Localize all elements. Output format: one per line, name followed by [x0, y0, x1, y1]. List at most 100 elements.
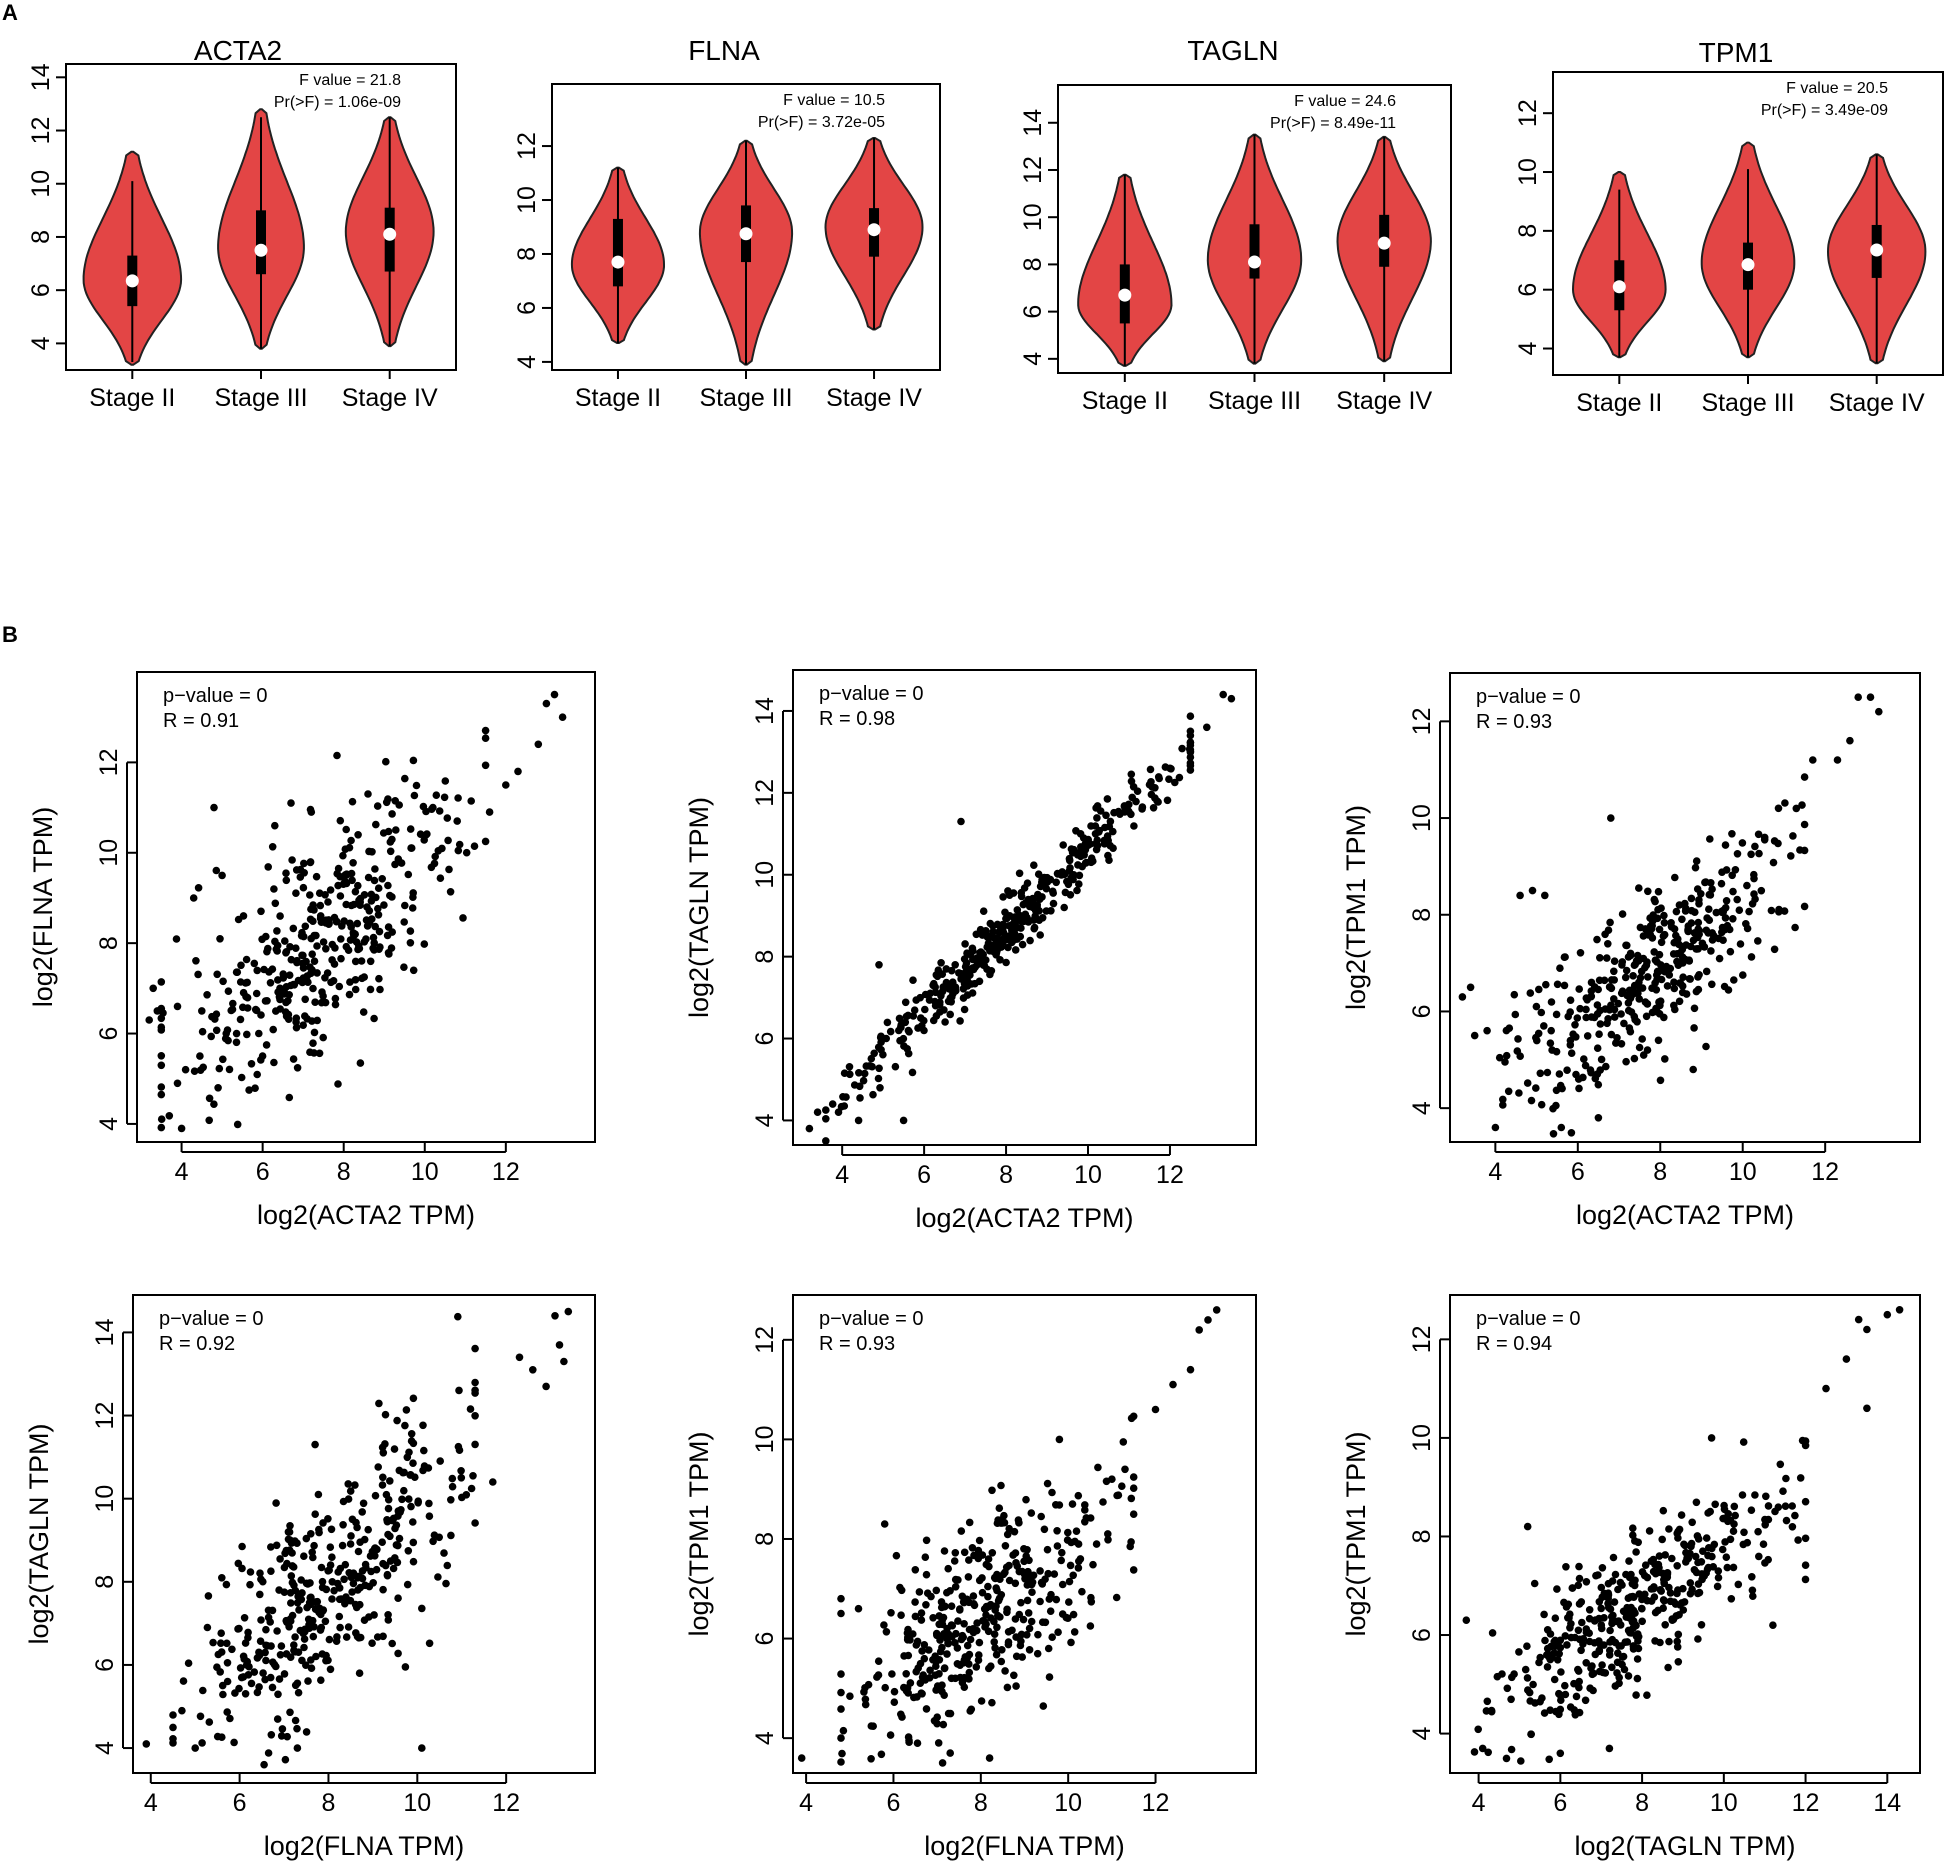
scatter-point — [1526, 1697, 1534, 1705]
scatter-point — [1654, 1606, 1662, 1615]
violin-median-dot — [611, 255, 625, 269]
scatter-point — [313, 942, 321, 950]
plot-frame — [792, 1294, 1257, 1774]
scatter-point — [311, 998, 319, 1006]
scatter-point — [1623, 1638, 1632, 1646]
scatter-point — [1561, 1632, 1570, 1640]
scatter-point — [1742, 920, 1750, 928]
y-tick-label: 12 — [27, 117, 55, 145]
scatter-point — [276, 912, 284, 920]
scatter-point — [285, 1093, 294, 1102]
scatter-point — [1630, 1054, 1639, 1063]
scatter-point — [1034, 870, 1043, 878]
scatter-point — [315, 1049, 324, 1058]
scatter-point — [1675, 997, 1684, 1006]
scatter-point — [344, 1623, 353, 1631]
scatter-point — [1036, 1597, 1044, 1606]
scatter-point — [1577, 1646, 1585, 1655]
scatter-point — [349, 859, 357, 867]
scatter-point — [890, 1687, 899, 1696]
scatter-point — [1064, 1528, 1072, 1537]
scatter-point — [1656, 1076, 1665, 1085]
scatter-point — [1127, 1494, 1136, 1503]
scatter-point — [1594, 1080, 1603, 1089]
scatter-point — [281, 1755, 290, 1764]
scatter-point — [1549, 1130, 1558, 1138]
scatter-point — [947, 1602, 956, 1610]
scatter-point — [1645, 1527, 1654, 1535]
scatter-point — [948, 1621, 957, 1630]
scatter-point — [1596, 1020, 1605, 1028]
scatter-point — [1582, 994, 1591, 1002]
scatter-point — [315, 889, 324, 897]
scatter-point — [1057, 1556, 1065, 1565]
scatter-point — [1633, 1655, 1642, 1663]
scatter-point — [289, 1563, 298, 1571]
scatter-point — [350, 900, 358, 909]
scatter-point — [418, 1744, 426, 1752]
scatter-point — [1171, 778, 1179, 787]
scatter-point — [1798, 801, 1806, 809]
scatter-point — [1114, 1491, 1123, 1499]
scatter-point — [333, 751, 341, 760]
x-category-label: Stage IV — [342, 384, 438, 412]
scatter-point — [1587, 1013, 1596, 1021]
scatter-point — [943, 1588, 951, 1597]
scatter-point — [842, 1093, 850, 1101]
scatter-point — [1462, 1616, 1471, 1624]
scatter-point — [1542, 980, 1550, 989]
scatter-point — [1528, 886, 1537, 895]
scatter-point — [1692, 945, 1700, 953]
scatter-point — [1747, 1506, 1756, 1514]
scatter-point — [292, 1014, 301, 1022]
scatter-point — [198, 1027, 207, 1036]
scatter-point — [347, 836, 355, 845]
scatter-point — [1011, 946, 1020, 954]
scatter-point — [1523, 1674, 1532, 1682]
violin-iqr-box — [1249, 224, 1260, 279]
scatter-point — [252, 989, 261, 998]
x-tick-label: 8 — [322, 1789, 336, 1817]
scatter-point — [1688, 1585, 1696, 1594]
scatter-point — [1024, 1567, 1032, 1576]
x-tick-label: 6 — [233, 1789, 247, 1817]
scatter-point — [875, 1064, 883, 1073]
scatter-point — [429, 1537, 437, 1546]
scatter-point — [1655, 1552, 1664, 1560]
scatter-point — [342, 1633, 351, 1641]
scatter-point — [1713, 1582, 1722, 1591]
scatter-point — [564, 1307, 573, 1316]
scatter-point — [1749, 1592, 1757, 1600]
scatter-point — [331, 1000, 340, 1009]
scatter-point — [1138, 805, 1146, 813]
scatter-point — [271, 821, 279, 830]
scatter-point — [846, 1692, 854, 1700]
scatter-point — [379, 1473, 387, 1482]
scatter-point — [260, 1760, 268, 1769]
scatter-point — [1800, 820, 1809, 829]
scatter-point — [1005, 1524, 1013, 1533]
x-category-label: Stage III — [214, 384, 307, 412]
scatter-point — [914, 1024, 922, 1032]
scatter-point — [1068, 1500, 1077, 1508]
scatter-point — [1594, 985, 1602, 994]
scatter-point — [1641, 1561, 1650, 1569]
scatter-point — [1585, 1606, 1594, 1614]
scatter-point — [957, 1527, 966, 1535]
scatter-point — [1556, 1636, 1565, 1645]
scatter-point — [1642, 1012, 1651, 1021]
scatter-point — [1474, 1725, 1482, 1734]
scatter-point — [1567, 1633, 1575, 1642]
scatter-point — [1025, 1646, 1034, 1654]
scatter-point — [984, 1555, 993, 1563]
scatter-point — [296, 873, 305, 881]
scatter-point — [1575, 985, 1583, 993]
scatter-point — [218, 871, 226, 880]
scatter-point — [1747, 953, 1756, 961]
scatter-point — [1602, 1062, 1610, 1071]
scatter-point — [1543, 1663, 1552, 1671]
scatter-point — [1499, 1095, 1507, 1104]
scatter-point — [838, 1749, 846, 1758]
scatter-point — [1598, 1661, 1606, 1669]
scatter-point — [1566, 1624, 1574, 1632]
